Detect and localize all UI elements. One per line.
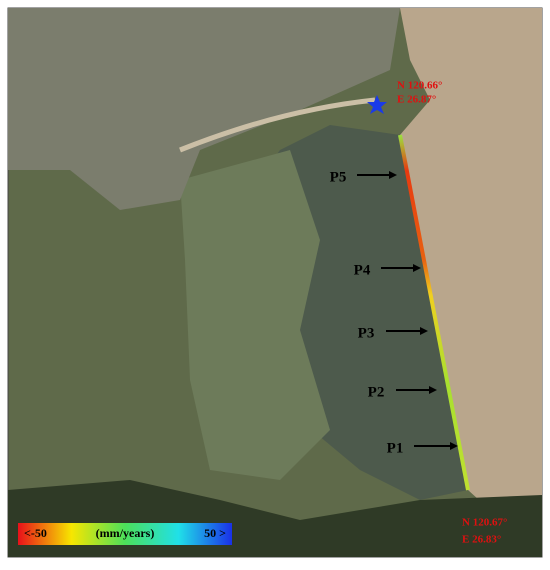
point-label: P5 [330, 169, 347, 185]
colorbar-max: 50 > [204, 526, 226, 540]
coordinate-label: E 26.87° [397, 94, 436, 106]
coordinate-label: E 26.83° [462, 534, 501, 546]
point-label: P3 [358, 325, 375, 341]
coordinate-label: N 120.66° [397, 80, 442, 92]
colorbar-unit: (mm/years) [96, 526, 155, 540]
reference-star [367, 95, 387, 114]
point-label: P4 [354, 262, 371, 278]
town [8, 8, 400, 210]
point-label: P1 [387, 440, 404, 456]
point-labels: P5 P4 P3 P2 P1 [330, 169, 458, 456]
coordinate-label: N 120.67° [462, 517, 507, 529]
colorbar [18, 523, 232, 545]
arrow-head [389, 171, 397, 179]
arrow-head [429, 386, 437, 394]
arrow-head [413, 264, 421, 272]
arrow-head [450, 442, 458, 450]
fish-ponds [180, 150, 330, 480]
arrow-head [420, 327, 428, 335]
seawall [398, 134, 470, 491]
point-label: P2 [368, 384, 385, 400]
sea [400, 8, 542, 557]
road [179, 97, 376, 153]
colorbar-min: <-50 [24, 526, 47, 540]
